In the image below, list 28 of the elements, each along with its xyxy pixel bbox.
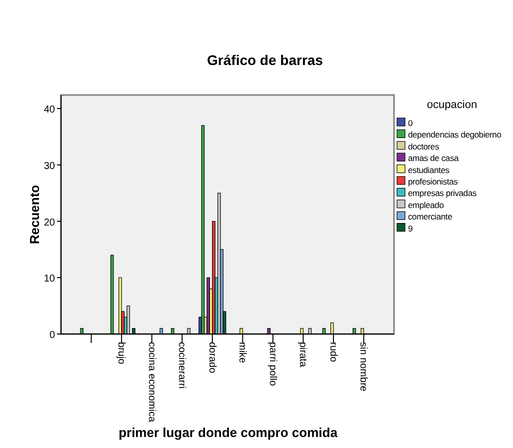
legend-label: estudiantes xyxy=(408,164,450,175)
legend-label: amas de casa xyxy=(408,153,459,164)
legend-label: 0 xyxy=(408,118,413,128)
x-tick-label: mike xyxy=(236,342,248,364)
legend-label: empleado xyxy=(408,200,444,210)
x-tick-label: brujo xyxy=(116,342,127,365)
legend-label: comerciante xyxy=(408,212,453,222)
legend-label: 9 xyxy=(408,223,413,234)
y-tick-label: 20 xyxy=(44,217,56,228)
x-tick-label: cocina economica xyxy=(146,342,157,422)
x-tick-label: cocinerarri xyxy=(176,342,188,389)
x-tick-label: dorado xyxy=(206,342,218,374)
chart-title: Gráfico de barras xyxy=(207,52,324,68)
x-tick-label: sin nombre xyxy=(358,342,369,392)
x-tick-label: rudo xyxy=(327,342,338,362)
y-axis-title: Recuento xyxy=(27,184,42,244)
legend-label: profesionistas xyxy=(408,176,458,186)
legend-title: ocupacion xyxy=(426,99,478,111)
x-tick-label: parri pollo xyxy=(266,342,278,386)
y-tick-label: 40 xyxy=(44,104,56,116)
legend-label: doctores xyxy=(408,141,440,152)
x-tick-label: pirata xyxy=(297,342,308,368)
legend-label: empresas privadas xyxy=(408,188,476,198)
legend-label: dependencias degobierno xyxy=(408,130,502,140)
y-tick-label: 0 xyxy=(49,330,56,341)
x-axis-title: primer lugar donde compro comida xyxy=(118,425,338,440)
y-tick-label: 30 xyxy=(44,160,56,172)
y-tick-label: 10 xyxy=(44,274,56,285)
